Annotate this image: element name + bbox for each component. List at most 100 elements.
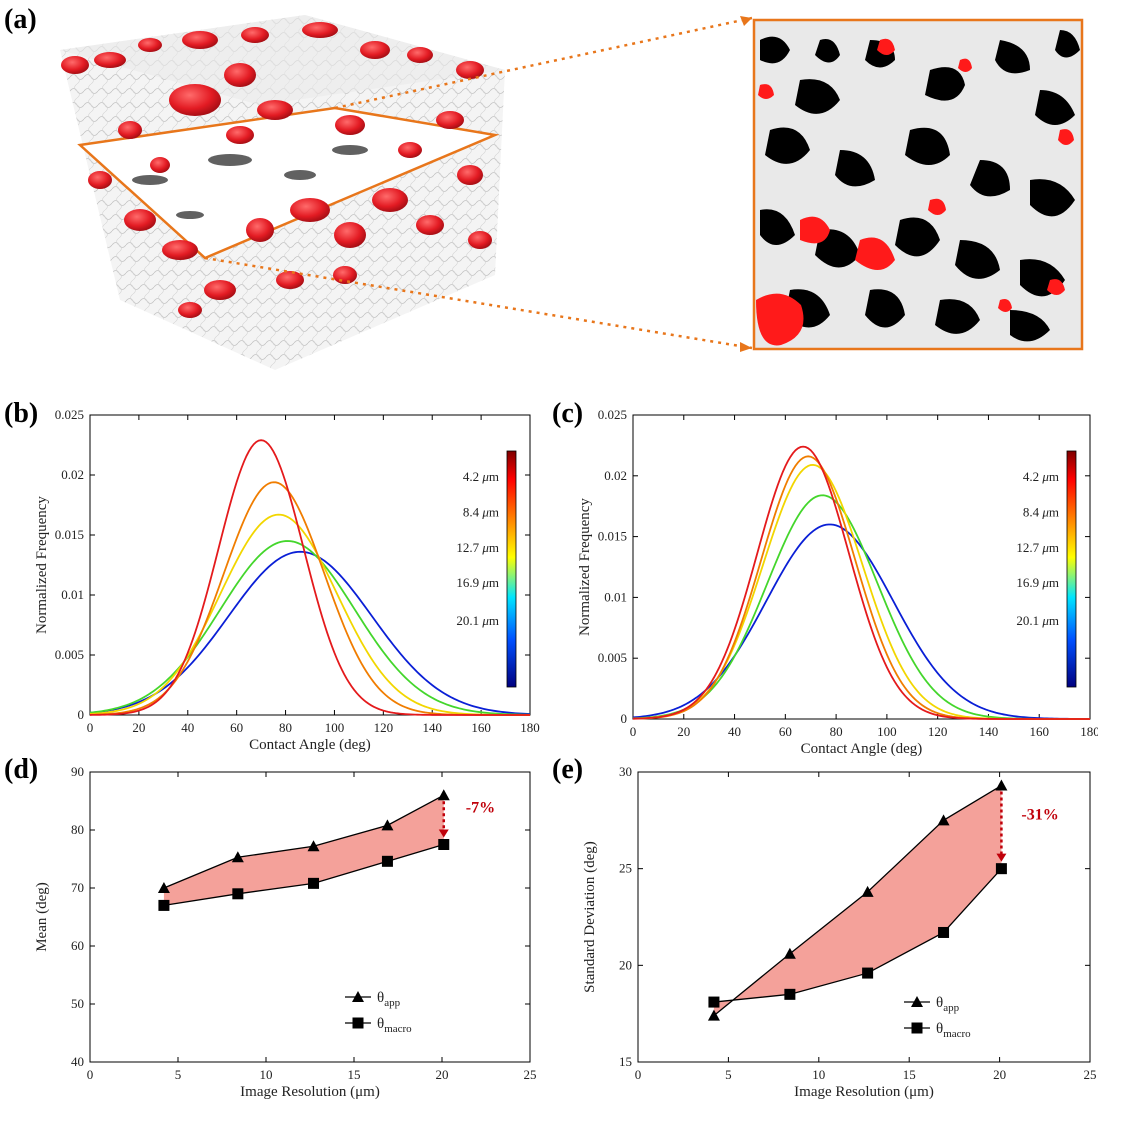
legend-marker-triangle xyxy=(911,996,923,1007)
zoom-connector-lines xyxy=(204,16,753,352)
marker-triangle xyxy=(995,779,1008,791)
marker-triangle xyxy=(437,789,450,801)
x-tick-label: 40 xyxy=(728,724,741,739)
marker-triangle xyxy=(937,814,950,826)
chart-b: 0 20 40 60 80 100 120 140 160 180 0 0.005 0.01 0.015 0… xyxy=(34,407,540,753)
y-tick-label: 40 xyxy=(71,1054,84,1069)
distribution-curve-12.7 xyxy=(89,513,530,716)
y-axis-label: Mean (deg) xyxy=(34,882,50,952)
plot-frame xyxy=(89,414,531,716)
y-tick-label: 30 xyxy=(619,764,632,779)
x-tick-label: 40 xyxy=(181,720,194,735)
change-annotation: -31% xyxy=(1021,807,1058,824)
change-annotation: -7% xyxy=(466,799,495,816)
colorbar-label: 12.7 μm xyxy=(456,540,499,555)
x-tick-label: 60 xyxy=(230,720,243,735)
colorbar-label: 12.7 μm xyxy=(1016,540,1059,555)
x-tick-label: 0 xyxy=(630,724,637,739)
x-axis-label: Image Resolution (μm) xyxy=(240,1084,380,1100)
y-tick-label: 90 xyxy=(71,764,84,779)
distribution-curve-20.1 xyxy=(89,550,531,715)
chart-c: 0 20 40 60 80 100 120 140 160 180 0 0.005 0.01 0.015 0… xyxy=(577,407,1098,757)
distribution-curve-4.2 xyxy=(632,445,1090,720)
x-tick-label: 10 xyxy=(812,1067,825,1082)
plot-frame xyxy=(637,771,1091,1063)
y-tick-label: 70 xyxy=(71,880,84,895)
colorbar xyxy=(506,450,517,688)
volume-rendering xyxy=(60,15,505,370)
chart-d: 0 5 10 15 20 25 40 50 60 70 80 90 Image Resolution (… xyxy=(34,764,537,1100)
x-tick-label: 20 xyxy=(993,1067,1006,1082)
legend-label-θapp: θapp xyxy=(377,990,401,1009)
x-tick-label: 15 xyxy=(903,1067,916,1082)
distribution-curve-16.9 xyxy=(632,494,1090,720)
distribution-curve-12.7 xyxy=(632,463,1090,720)
x-tick-label: 140 xyxy=(979,724,999,739)
x-axis-label: Contact Angle (deg) xyxy=(249,737,371,753)
panel-a-figure xyxy=(60,15,1084,370)
colorbar-label: 16.9 μm xyxy=(456,575,499,590)
x-tick-label: 120 xyxy=(374,720,394,735)
y-axis-label: Normalized Frequency xyxy=(577,498,593,636)
x-tick-label: 180 xyxy=(1080,724,1098,739)
plot-frame xyxy=(632,414,1091,720)
plot-frame xyxy=(89,771,531,1063)
y-tick-label: 0.015 xyxy=(55,527,84,542)
y-tick-label: 0.025 xyxy=(55,407,84,422)
x-tick-label: 5 xyxy=(725,1067,732,1082)
panel-label-d: (d) xyxy=(4,754,39,785)
x-tick-label: 160 xyxy=(471,720,491,735)
y-tick-label: 0.005 xyxy=(55,647,84,662)
x-tick-label: 180 xyxy=(520,720,540,735)
x-tick-label: 100 xyxy=(325,720,345,735)
y-tick-label: 60 xyxy=(71,938,84,953)
x-axis-label: Contact Angle (deg) xyxy=(801,741,923,757)
colorbar-label: 20.1 μm xyxy=(456,613,499,628)
x-tick-label: 25 xyxy=(524,1067,537,1082)
red-phase-blobs xyxy=(61,22,492,318)
y-tick-label: 0.01 xyxy=(61,587,84,602)
y-tick-label: 80 xyxy=(71,822,84,837)
x-tick-label: 5 xyxy=(175,1067,182,1082)
legend-marker-triangle xyxy=(352,991,364,1002)
marker-square xyxy=(784,988,796,1000)
x-tick-label: 10 xyxy=(260,1067,273,1082)
x-axis-label: Image Resolution (μm) xyxy=(794,1084,934,1100)
legend-marker-square xyxy=(911,1022,923,1034)
marker-square xyxy=(938,926,950,938)
y-tick-label: 0.02 xyxy=(61,467,84,482)
marker-triangle xyxy=(381,819,394,831)
legend-label-θmacro: θmacro xyxy=(377,1016,412,1035)
marker-triangle xyxy=(707,1009,720,1021)
distribution-curve-4.2 xyxy=(89,439,530,716)
x-tick-label: 120 xyxy=(928,724,948,739)
change-arrowhead xyxy=(438,829,449,838)
y-tick-label: 25 xyxy=(619,861,632,876)
legend-label-θmacro: θmacro xyxy=(936,1021,971,1040)
marker-square xyxy=(862,967,874,979)
x-tick-label: 80 xyxy=(279,720,292,735)
y-tick-label: 0.015 xyxy=(598,529,627,544)
colorbar-label: 16.9 μm xyxy=(1016,575,1059,590)
y-axis-label: Normalized Frequency xyxy=(34,496,50,634)
x-tick-label: 0 xyxy=(635,1067,642,1082)
slice-2d-view xyxy=(752,18,1084,351)
marker-square xyxy=(158,899,170,911)
x-tick-label: 25 xyxy=(1084,1067,1097,1082)
marker-square xyxy=(708,996,720,1008)
x-tick-label: 0 xyxy=(87,1067,94,1082)
colorbar-label: 20.1 μm xyxy=(1016,613,1059,628)
colorbar-label: 4.2 μm xyxy=(1023,469,1059,484)
marker-square xyxy=(381,855,393,867)
colorbar-label: 4.2 μm xyxy=(463,469,499,484)
change-arrowhead xyxy=(996,853,1007,862)
marker-triangle xyxy=(157,882,170,893)
x-tick-label: 20 xyxy=(132,720,145,735)
panel-label-a: (a) xyxy=(4,4,37,35)
y-tick-label: 15 xyxy=(619,1054,632,1069)
x-tick-label: 100 xyxy=(877,724,897,739)
legend-label-θapp: θapp xyxy=(936,995,960,1014)
x-tick-label: 160 xyxy=(1029,724,1049,739)
x-tick-label: 20 xyxy=(677,724,690,739)
colorbar xyxy=(1066,450,1077,688)
